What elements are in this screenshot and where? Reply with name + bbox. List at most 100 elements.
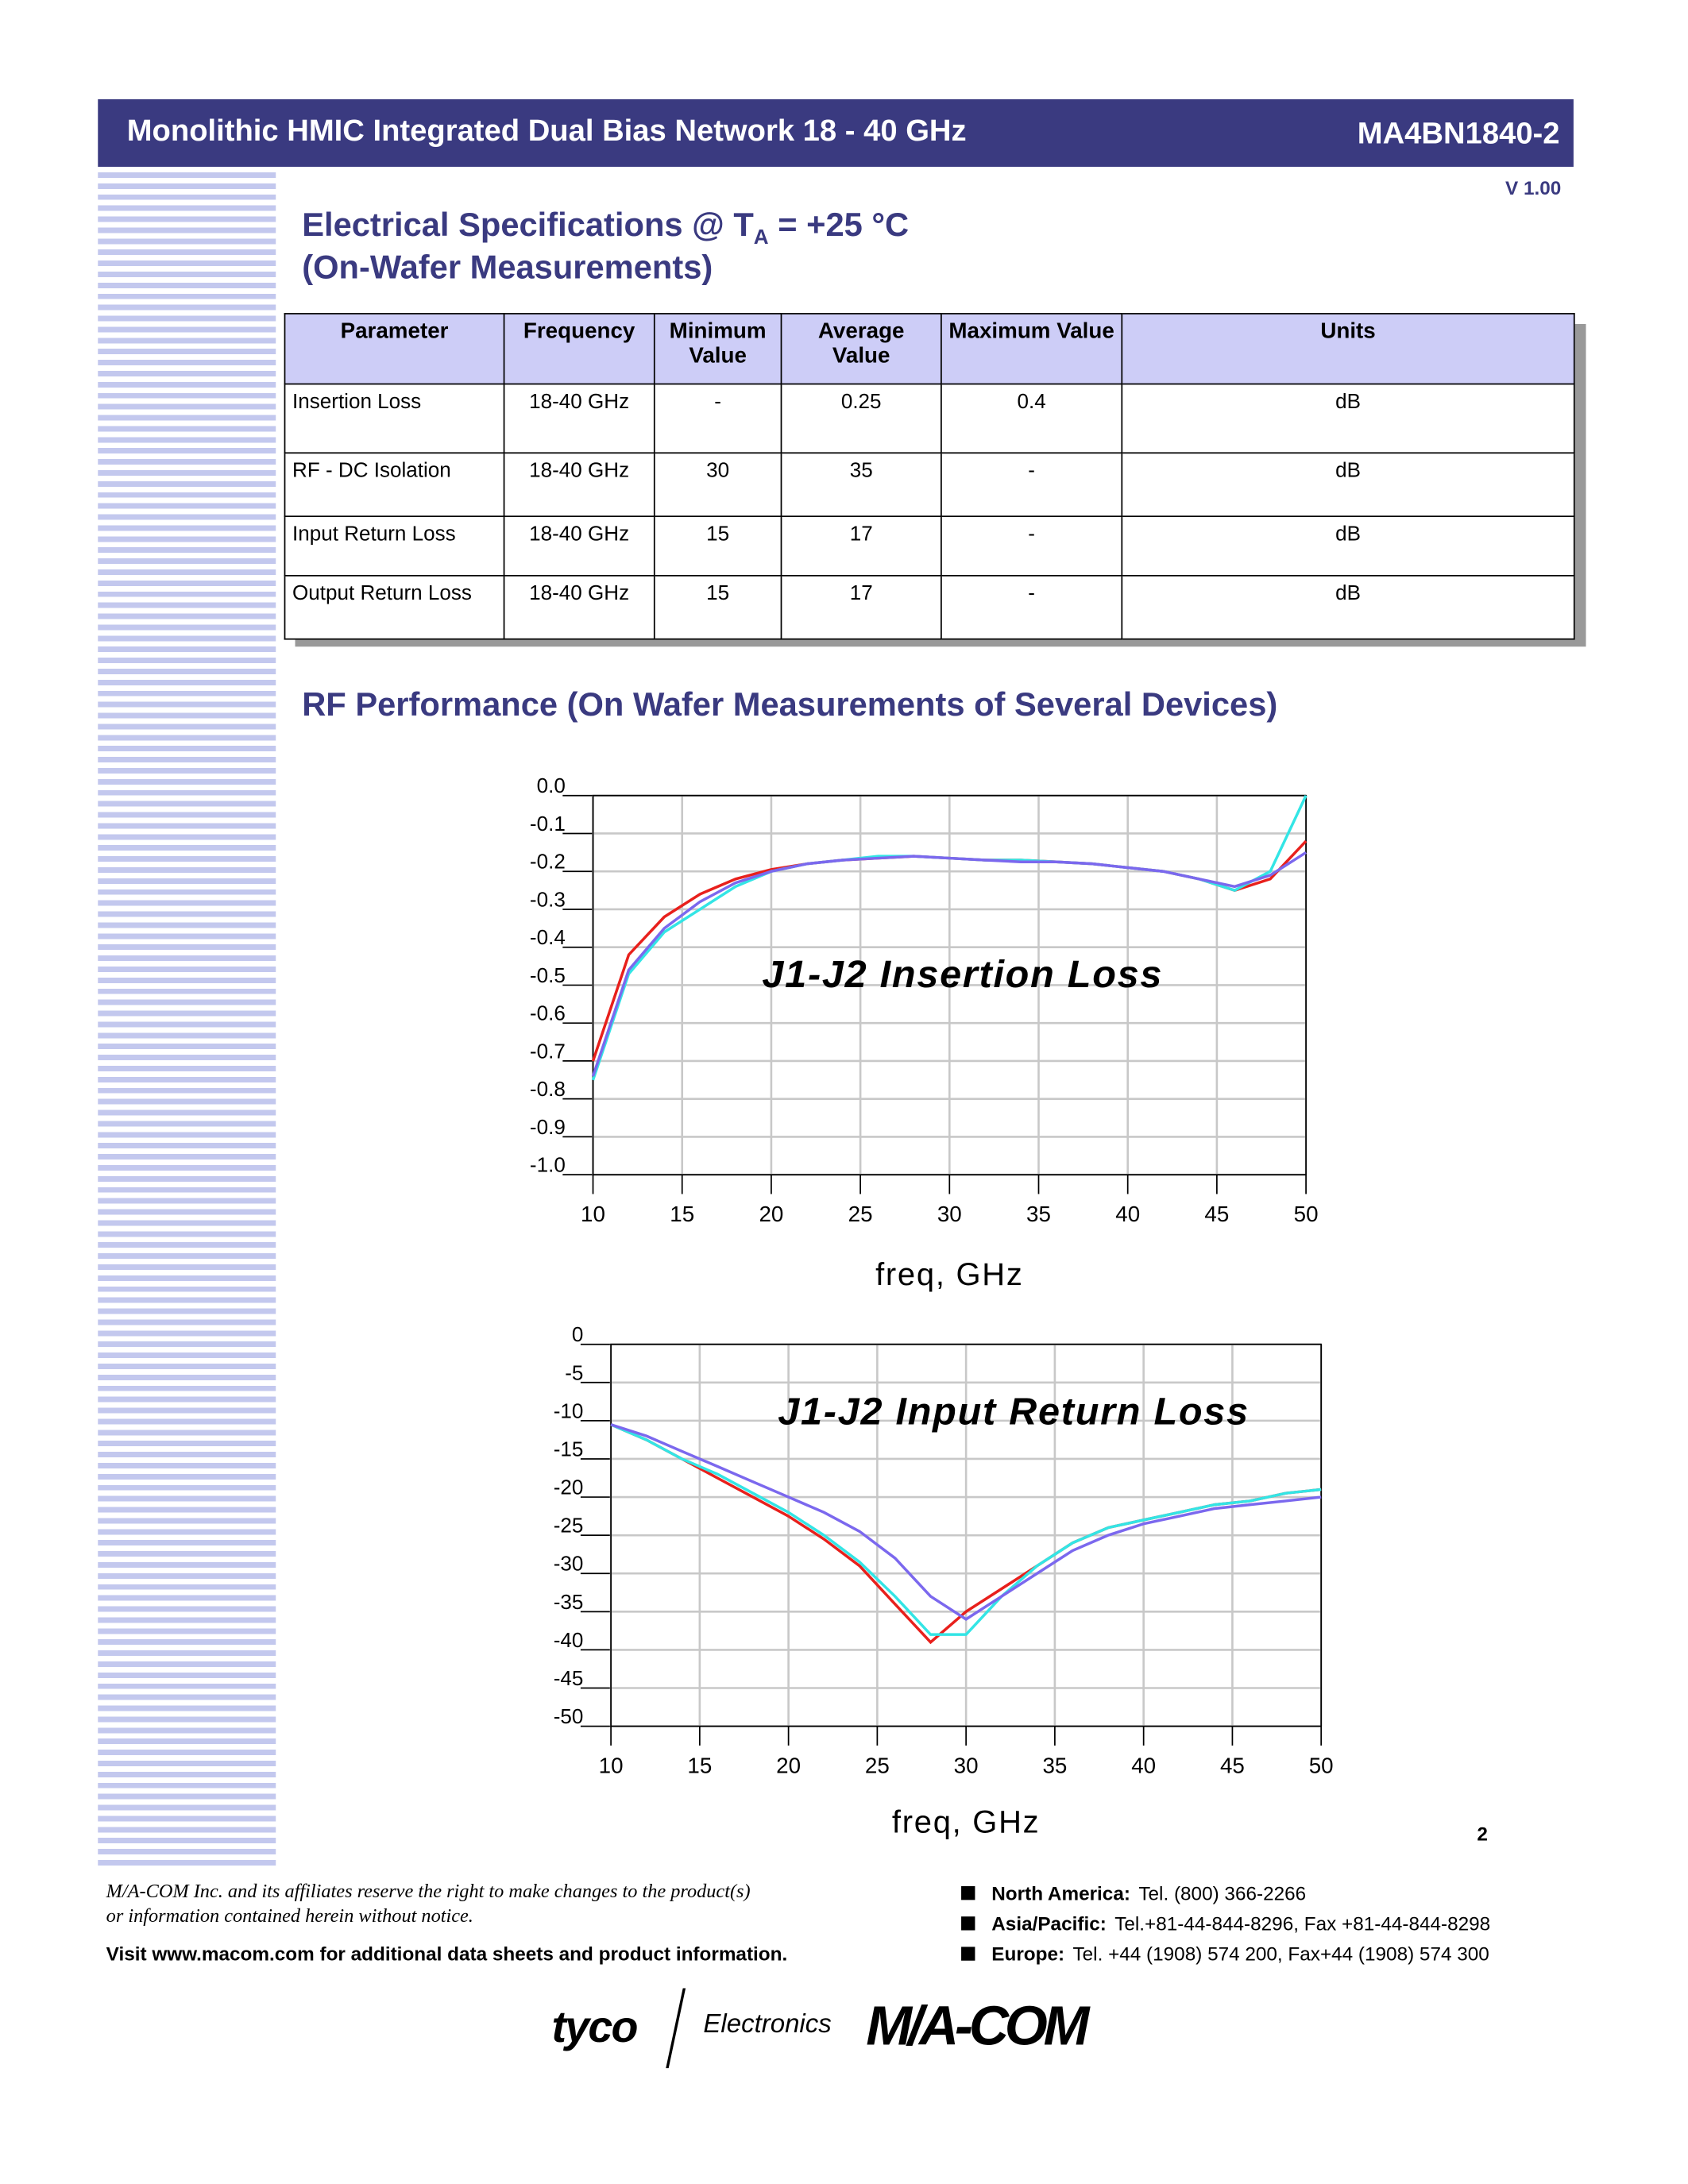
table-row: Input Return Loss 18-40 GHz 15 17- dB bbox=[284, 515, 1575, 577]
contact-region: North America: bbox=[991, 1881, 1130, 1904]
y-tick-label: -45 bbox=[554, 1666, 584, 1690]
y-tick-label: -0.8 bbox=[530, 1077, 566, 1101]
side-stripes bbox=[98, 172, 276, 1871]
logo-electronics: Electronics bbox=[703, 2010, 832, 2039]
y-tick-label: -10 bbox=[554, 1399, 584, 1422]
version: V 1.00 bbox=[1505, 176, 1562, 199]
x-tick-label: 20 bbox=[776, 1754, 801, 1778]
table-header-row: Parameter Frequency Minimum Value Average V… bbox=[284, 313, 1575, 385]
y-tick-label: -0.6 bbox=[530, 1001, 566, 1025]
table-header-cell: Parameter bbox=[284, 313, 505, 385]
x-tick-label: 30 bbox=[937, 1202, 962, 1226]
spec-title-sub: A bbox=[753, 226, 769, 249]
y-tick-label: -0.1 bbox=[530, 812, 566, 835]
x-tick-label: 15 bbox=[687, 1754, 712, 1778]
header-title: Monolithic HMIC Integrated Dual Bias Net… bbox=[126, 113, 967, 148]
x-tick-label: 45 bbox=[1204, 1202, 1229, 1226]
chart-title: J1-J2 Input Return Loss bbox=[778, 1390, 1250, 1433]
x-tick-label: 10 bbox=[599, 1754, 624, 1778]
spec-title-part: = +25 °C bbox=[768, 206, 910, 245]
bullet bbox=[961, 1916, 975, 1931]
table-cell: dB bbox=[1121, 574, 1575, 640]
x-tick-label: 15 bbox=[670, 1202, 694, 1226]
table-cell: dB bbox=[1121, 515, 1575, 577]
table-header-cell: Frequency bbox=[503, 313, 655, 385]
contact-region: Asia/Pacific: bbox=[991, 1912, 1107, 1935]
page-number: 2 bbox=[1477, 1823, 1488, 1845]
series-line bbox=[591, 851, 1308, 1077]
y-tick-label: -20 bbox=[554, 1476, 584, 1499]
y-tick-label: -15 bbox=[554, 1437, 584, 1461]
spec-title: Electrical Specifications @ TA = +25 °C bbox=[302, 206, 909, 249]
table-row: Insertion Loss 18-40 GHz -0.25 0.4 dB bbox=[284, 383, 1575, 454]
x-tick-label: 50 bbox=[1309, 1754, 1334, 1778]
table-cell: Output Return Loss bbox=[284, 574, 505, 640]
table-cell: 0.4 bbox=[941, 383, 1123, 454]
series-line bbox=[610, 1423, 1322, 1636]
x-tick-label: 25 bbox=[848, 1202, 873, 1226]
x-tick-label: 40 bbox=[1131, 1754, 1156, 1778]
y-tick-label: -50 bbox=[554, 1704, 584, 1728]
y-tick-label: -35 bbox=[554, 1590, 584, 1614]
table-cell: 18-40 GHz bbox=[503, 574, 655, 640]
table-cell: - bbox=[941, 574, 1123, 640]
table-cell: - bbox=[941, 515, 1123, 577]
x-tick-label: 10 bbox=[581, 1202, 605, 1226]
contact-text: Tel. (800) 366-2266 bbox=[1138, 1881, 1307, 1904]
table-cell: 15 bbox=[653, 574, 782, 640]
header-bar: Monolithic HMIC Integrated Dual Bias Net… bbox=[98, 98, 1574, 168]
spec-title-part: Electrical Specifications @ T bbox=[302, 206, 754, 245]
table-cell: Input Return Loss bbox=[284, 515, 505, 577]
contact-region: Europe: bbox=[991, 1943, 1065, 1965]
y-tick-label: -25 bbox=[554, 1514, 584, 1538]
series-line bbox=[610, 1423, 1322, 1621]
disclaimer: M/A-COM Inc. and its affiliates reserve … bbox=[106, 1881, 751, 1903]
table-cell: 18-40 GHz bbox=[503, 452, 655, 518]
logo-tyco: tyco bbox=[551, 2001, 638, 2052]
y-tick-label: -5 bbox=[565, 1360, 583, 1384]
visit-line: Visit www.macom.com for additional data … bbox=[106, 1943, 788, 1965]
bullet bbox=[961, 1947, 975, 1961]
x-tick-label: 50 bbox=[1294, 1202, 1319, 1226]
plot-frame bbox=[592, 794, 1307, 1176]
y-tick-label: -0.4 bbox=[530, 925, 566, 949]
spec-table: Parameter Frequency Minimum Value Average V… bbox=[284, 313, 1575, 640]
table-cell: 35 bbox=[780, 452, 942, 518]
y-tick-label: -1.0 bbox=[530, 1153, 566, 1177]
table-header-cell: Average Value bbox=[780, 313, 942, 385]
table-cell: RF - DC Isolation bbox=[284, 452, 505, 518]
y-tick-label: -0.2 bbox=[530, 850, 566, 874]
table-header-cell: Maximum Value bbox=[941, 313, 1123, 385]
y-tick-label: -0.7 bbox=[530, 1039, 566, 1063]
x-tick-label: 45 bbox=[1220, 1754, 1245, 1778]
rf-title: RF Performance (On Wafer Measurements of… bbox=[302, 686, 1278, 724]
contact-text: Tel.+81-44-844-8296, Fax +81-44-844-8298 bbox=[1114, 1912, 1491, 1935]
spec-subtitle: (On-Wafer Measurements) bbox=[302, 249, 713, 287]
contact-text: Tel. +44 (1908) 574 200, Fax+44 (1908) 5… bbox=[1072, 1943, 1489, 1965]
y-tick-label: -0.9 bbox=[530, 1115, 566, 1139]
x-tick-label: 40 bbox=[1115, 1202, 1140, 1226]
x-tick-label: 35 bbox=[1026, 1202, 1051, 1226]
x-tick-label: 20 bbox=[759, 1202, 783, 1226]
chart-title: J1-J2 Insertion Loss bbox=[762, 953, 1163, 996]
table-row: Output Return Loss 18-40 GHz 15 17- dB bbox=[284, 574, 1575, 640]
y-tick-label: 0.0 bbox=[537, 774, 566, 797]
table-cell: dB bbox=[1121, 452, 1575, 518]
x-tick-label: 30 bbox=[954, 1754, 979, 1778]
plot-frame bbox=[610, 1343, 1323, 1727]
logo-macom: M/A-COM bbox=[866, 1996, 1089, 2058]
x-tick-label: 25 bbox=[865, 1754, 890, 1778]
y-tick-label: -40 bbox=[554, 1628, 584, 1652]
x-tick-label: 35 bbox=[1042, 1754, 1067, 1778]
y-tick-label: -0.5 bbox=[530, 963, 566, 987]
part-number: MA4BN1840-2 bbox=[1357, 115, 1560, 151]
contact-line: Europe: Tel. +44 (1908) 574 200, Fax+44 (… bbox=[961, 1939, 1490, 1969]
contacts: North America: Tel. (800) 366-2266 Asia/Pa… bbox=[961, 1878, 1490, 1970]
bullet bbox=[961, 1885, 975, 1900]
table-cell: 30 bbox=[653, 452, 782, 518]
y-tick-label: 0 bbox=[572, 1322, 583, 1346]
table-row: RF - DC Isolation 18-40 GHz 30 35- dB bbox=[284, 452, 1575, 518]
